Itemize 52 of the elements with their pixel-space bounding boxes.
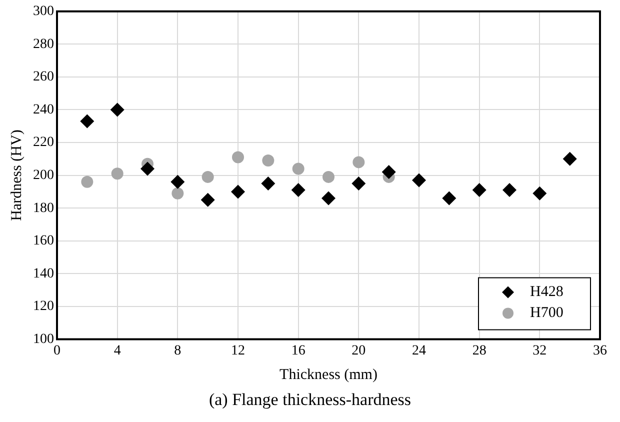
point xyxy=(170,174,185,189)
point xyxy=(442,191,456,206)
point xyxy=(200,192,215,207)
x-tick-label: 16 xyxy=(291,343,306,358)
text: (a) Flange thickness-hardness xyxy=(208,390,412,410)
point xyxy=(232,151,244,164)
point xyxy=(532,186,547,200)
x-tick-label: 20 xyxy=(352,343,366,358)
point xyxy=(111,168,124,180)
point xyxy=(291,183,306,198)
point xyxy=(81,176,94,188)
point xyxy=(322,170,334,183)
y-tick-label: 160 xyxy=(33,234,54,249)
y-tick-label: 220 xyxy=(33,135,54,150)
legend-label: H700 xyxy=(530,305,564,322)
point xyxy=(262,154,274,167)
x-tick-label: 4 xyxy=(114,343,121,358)
y-tick-label: 260 xyxy=(33,70,54,85)
x-tick-label: 24 xyxy=(412,343,426,358)
y-axis-title: Hardness (HV) xyxy=(8,130,25,221)
point xyxy=(110,102,124,117)
x-tick-label: 12 xyxy=(231,343,245,358)
y-tick-label: 140 xyxy=(33,266,54,282)
point xyxy=(80,114,94,128)
point xyxy=(261,176,276,190)
y-tick-label: 200 xyxy=(33,168,54,183)
y-tick-label: 240 xyxy=(33,102,54,118)
point xyxy=(502,183,516,198)
y-tick-label: 100 xyxy=(33,332,54,347)
point xyxy=(472,183,486,198)
x-tick-label: 8 xyxy=(174,343,182,358)
point xyxy=(352,176,366,190)
point xyxy=(562,152,577,166)
x-tick-label: 36 xyxy=(593,343,607,358)
x-tick-label: 32 xyxy=(532,343,547,358)
point xyxy=(292,162,304,175)
point xyxy=(202,170,214,183)
x-tick-label: 28 xyxy=(472,343,486,358)
point xyxy=(382,165,396,180)
point xyxy=(322,191,336,206)
x-tick-label: 0 xyxy=(54,343,60,358)
point xyxy=(140,162,154,176)
y-tick-label: 300 xyxy=(33,4,54,20)
y-tick-label: 280 xyxy=(33,36,54,52)
point xyxy=(352,156,365,168)
legend-label: H428 xyxy=(530,284,564,300)
x-axis-title: Thickness (mm) xyxy=(280,366,378,383)
y-tick-label: 180 xyxy=(33,200,54,216)
point xyxy=(412,173,426,188)
point xyxy=(172,187,184,200)
point xyxy=(231,184,245,199)
y-tick-label: 120 xyxy=(33,299,54,314)
